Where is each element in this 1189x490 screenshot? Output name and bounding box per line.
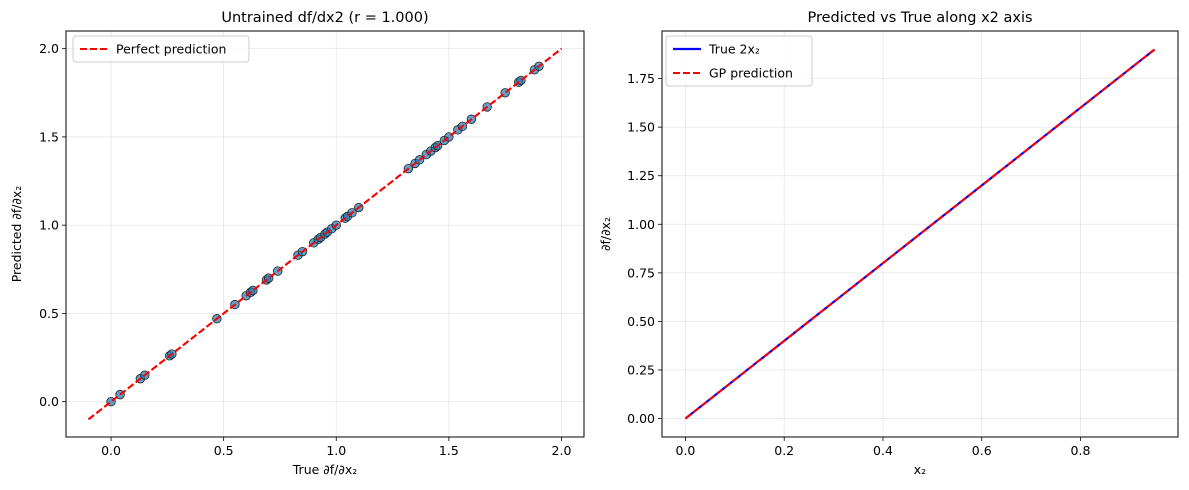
line-panel: 0.0 0.2 0.4 0.6 0.8 0.00 0.25 0.50 0.75 1.00 1.25 1… xyxy=(598,10,1179,477)
y-tick-label: 1.00 xyxy=(627,217,655,232)
perfect-prediction-overlay xyxy=(87,47,563,421)
y-tick-label: 0.50 xyxy=(627,314,655,329)
x-tick-label: 0.4 xyxy=(873,443,893,458)
line-legend: True 2x₂ GP prediction xyxy=(665,35,813,87)
scatter-ticks: 0.0 0.5 1.0 1.5 2.0 0.0 0.5 1.0 1.5 2.0 xyxy=(39,41,571,458)
x-tick-label: 0.5 xyxy=(214,443,234,458)
scatter-axes-frame xyxy=(65,30,585,438)
x-tick-label: 0.0 xyxy=(676,443,696,458)
legend-label-true: True 2x₂ xyxy=(708,42,760,57)
y-tick-label: 1.75 xyxy=(627,71,655,86)
x-tick-label: 1.0 xyxy=(326,443,346,458)
y-tick-label: 1.0 xyxy=(39,218,59,233)
line-axes-frame xyxy=(661,30,1179,438)
x-tick-label: 1.5 xyxy=(439,443,459,458)
legend-label-gp: GP prediction xyxy=(709,66,793,81)
y-tick-label: 2.0 xyxy=(39,41,59,56)
x-tick-label: 0.6 xyxy=(972,443,992,458)
y-tick-label: 0.25 xyxy=(627,362,655,377)
line-ticks: 0.0 0.2 0.4 0.6 0.8 0.00 0.25 0.50 0.75 1.00 1.25 1… xyxy=(627,71,1090,458)
line-legend-box xyxy=(665,35,813,87)
scatter-legend-box xyxy=(72,35,250,63)
y-tick-label: 0.5 xyxy=(39,306,59,321)
y-tick-label: 1.5 xyxy=(39,129,59,144)
scatter-points xyxy=(87,47,563,421)
x-tick-label: 0.2 xyxy=(774,443,794,458)
line-xlabel: x₂ xyxy=(914,462,926,477)
y-tick-label: 0.0 xyxy=(39,394,59,409)
x-tick-label: 0.0 xyxy=(101,443,121,458)
y-tick-label: 0.75 xyxy=(627,265,655,280)
scatter-ylabel: Predicted ∂f/∂x₂ xyxy=(9,186,24,283)
line-title: Predicted vs True along x2 axis xyxy=(807,10,1032,26)
scatter-panel: 0.0 0.5 1.0 1.5 2.0 0.0 0.5 1.0 1.5 2.0 Untrained… xyxy=(9,10,585,477)
scatter-title: Untrained df/dx2 (r = 1.000) xyxy=(221,10,428,26)
y-tick-label: 0.00 xyxy=(627,411,655,426)
scatter-grid xyxy=(66,31,584,437)
solid-series-line xyxy=(684,48,1156,420)
line-ylabel: ∂f/∂x₂ xyxy=(598,217,613,251)
scatter-legend: Perfect prediction xyxy=(72,35,250,63)
x-tick-label: 0.8 xyxy=(1071,443,1091,458)
x-tick-label: 2.0 xyxy=(552,443,572,458)
legend-label-perfect-prediction: Perfect prediction xyxy=(116,42,226,57)
scatter-xlabel: True ∂f/∂x₂ xyxy=(292,462,357,477)
line-series xyxy=(684,48,1156,420)
y-tick-label: 1.50 xyxy=(627,120,655,135)
y-tick-label: 1.25 xyxy=(627,168,655,183)
